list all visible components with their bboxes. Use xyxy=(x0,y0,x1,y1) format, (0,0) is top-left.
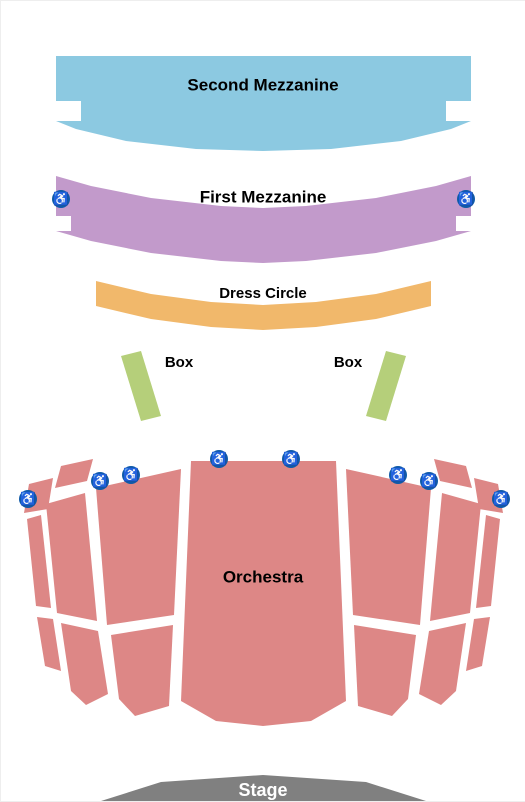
second-mezzanine-shape xyxy=(56,56,471,151)
orchestra-block[interactable] xyxy=(61,623,108,705)
seating-chart-svg: Second Mezzanine First Mezzanine Dress C… xyxy=(1,1,525,801)
first-mezzanine-section[interactable]: First Mezzanine xyxy=(56,176,471,263)
orchestra-block[interactable] xyxy=(96,469,181,625)
orchestra-block[interactable] xyxy=(46,493,97,621)
second-mezzanine-section[interactable]: Second Mezzanine xyxy=(56,56,471,151)
dress-circle-section[interactable]: Dress Circle xyxy=(96,281,431,330)
box-right-label: Box xyxy=(334,354,363,371)
orchestra-block[interactable] xyxy=(37,617,61,671)
orchestra-label: Orchestra xyxy=(223,567,304,586)
first-mezzanine-label: First Mezzanine xyxy=(200,187,327,206)
orchestra-block[interactable] xyxy=(111,625,173,716)
wheelchair-glyph: ♿ xyxy=(458,191,474,206)
seating-chart: Second Mezzanine First Mezzanine Dress C… xyxy=(0,0,525,802)
box-left-shape xyxy=(121,351,161,421)
second-mezzanine-label: Second Mezzanine xyxy=(187,75,338,94)
wheelchair-glyph: ♿ xyxy=(53,191,69,206)
stage-section: Stage xyxy=(101,775,426,801)
box-right-shape xyxy=(366,351,406,421)
orchestra-block[interactable] xyxy=(419,623,466,705)
orchestra-block[interactable] xyxy=(55,459,93,488)
orchestra-block[interactable] xyxy=(354,625,416,716)
wheelchair-glyph: ♿ xyxy=(123,467,139,482)
box-right-section[interactable]: Box xyxy=(334,351,406,421)
wheelchair-glyph: ♿ xyxy=(283,451,299,466)
wheelchair-glyph: ♿ xyxy=(20,491,36,506)
orchestra-section[interactable]: Orchestra xyxy=(24,459,503,726)
orchestra-block[interactable] xyxy=(434,459,472,488)
wheelchair-glyph: ♿ xyxy=(211,451,227,466)
orchestra-shapes xyxy=(24,459,503,726)
orchestra-block[interactable] xyxy=(466,617,490,671)
wheelchair-glyph: ♿ xyxy=(421,473,437,488)
orchestra-block[interactable] xyxy=(181,461,346,726)
dress-circle-label: Dress Circle xyxy=(219,285,307,302)
box-left-label: Box xyxy=(165,354,194,371)
wheelchair-glyph: ♿ xyxy=(92,473,108,488)
orchestra-block[interactable] xyxy=(27,515,51,608)
stage-label: Stage xyxy=(238,780,287,800)
orchestra-block[interactable] xyxy=(430,493,481,621)
wheelchair-glyph: ♿ xyxy=(390,467,406,482)
wheelchair-glyph: ♿ xyxy=(493,491,509,506)
box-left-section[interactable]: Box xyxy=(121,351,194,421)
orchestra-block[interactable] xyxy=(346,469,431,625)
orchestra-block[interactable] xyxy=(476,515,500,608)
